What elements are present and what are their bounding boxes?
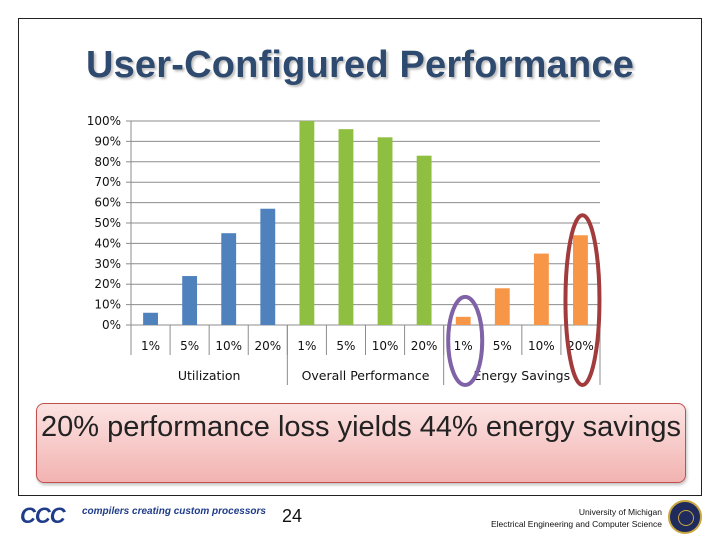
x-category-label: 10% (528, 339, 555, 353)
y-tick-label: 80% (94, 155, 121, 169)
bar (416, 155, 432, 325)
gridlines (126, 120, 600, 326)
bar (573, 235, 588, 325)
x-category-label: 10% (215, 339, 242, 353)
x-category-label: 20% (411, 339, 438, 353)
x-category-label: 20% (254, 339, 281, 353)
bar (143, 312, 158, 325)
footer-tagline: compilers creating custom processors (82, 506, 266, 517)
y-tick-label: 50% (94, 216, 121, 230)
y-tick-label: 10% (94, 298, 121, 312)
department-name: Electrical Engineering and Computer Scie… (490, 519, 662, 529)
group-label: Utilization (178, 368, 241, 383)
bar (494, 288, 510, 325)
y-tick-label: 30% (94, 257, 121, 271)
callout-box: 20% performance loss yields 44% energy s… (36, 403, 686, 483)
y-tick-label: 0% (102, 318, 121, 332)
y-tick-label: 60% (94, 196, 121, 210)
bar (455, 316, 471, 325)
x-category-label: 5% (336, 339, 355, 353)
x-category-label: 1% (141, 339, 160, 353)
university-name: University of Michigan (578, 507, 662, 517)
slide-title: User-Configured Performance (85, 44, 635, 86)
bar (221, 233, 237, 325)
ccc-logo: CCC (20, 503, 66, 528)
x-category-label: 1% (297, 339, 316, 353)
x-category-label: 5% (180, 339, 199, 353)
page-number: 24 (281, 506, 303, 526)
x-category-labels: 1% 5% 10% 20% 1% 5% 10% 20% 1% 5% 10% 20% (130, 325, 594, 355)
x-category-label: 10% (372, 339, 399, 353)
university-seal-icon (668, 500, 702, 534)
bar (377, 137, 393, 325)
y-tick-label: 20% (94, 277, 121, 291)
y-tick-label: 70% (94, 175, 121, 189)
university-credit: University of Michigan Electrical Engine… (491, 506, 662, 530)
bars (143, 121, 588, 325)
y-axis-ticks: 0% 10% 20% 30% 40% 50% 60% 70% 80% 90% 100% (87, 114, 121, 332)
x-category-label: 5% (493, 339, 512, 353)
bar (299, 121, 315, 325)
highlight-ellipses (446, 213, 602, 388)
y-tick-label: 40% (94, 236, 121, 250)
group-label: Overall Performance (302, 368, 430, 383)
y-tick-label: 100% (87, 114, 121, 128)
bar (533, 253, 549, 325)
bar (338, 129, 354, 325)
group-labels: Utilization Overall Performance Energy Sav… (178, 325, 601, 385)
highlight-ellipse (446, 294, 485, 388)
y-tick-label: 90% (94, 134, 121, 148)
bar (182, 276, 198, 325)
group-label: Energy Savings (474, 368, 571, 383)
slide-frame (18, 18, 702, 496)
x-category-label: 20% (567, 339, 594, 353)
x-category-label: 1% (454, 339, 473, 353)
highlight-ellipse (563, 213, 602, 387)
bar (260, 208, 276, 325)
